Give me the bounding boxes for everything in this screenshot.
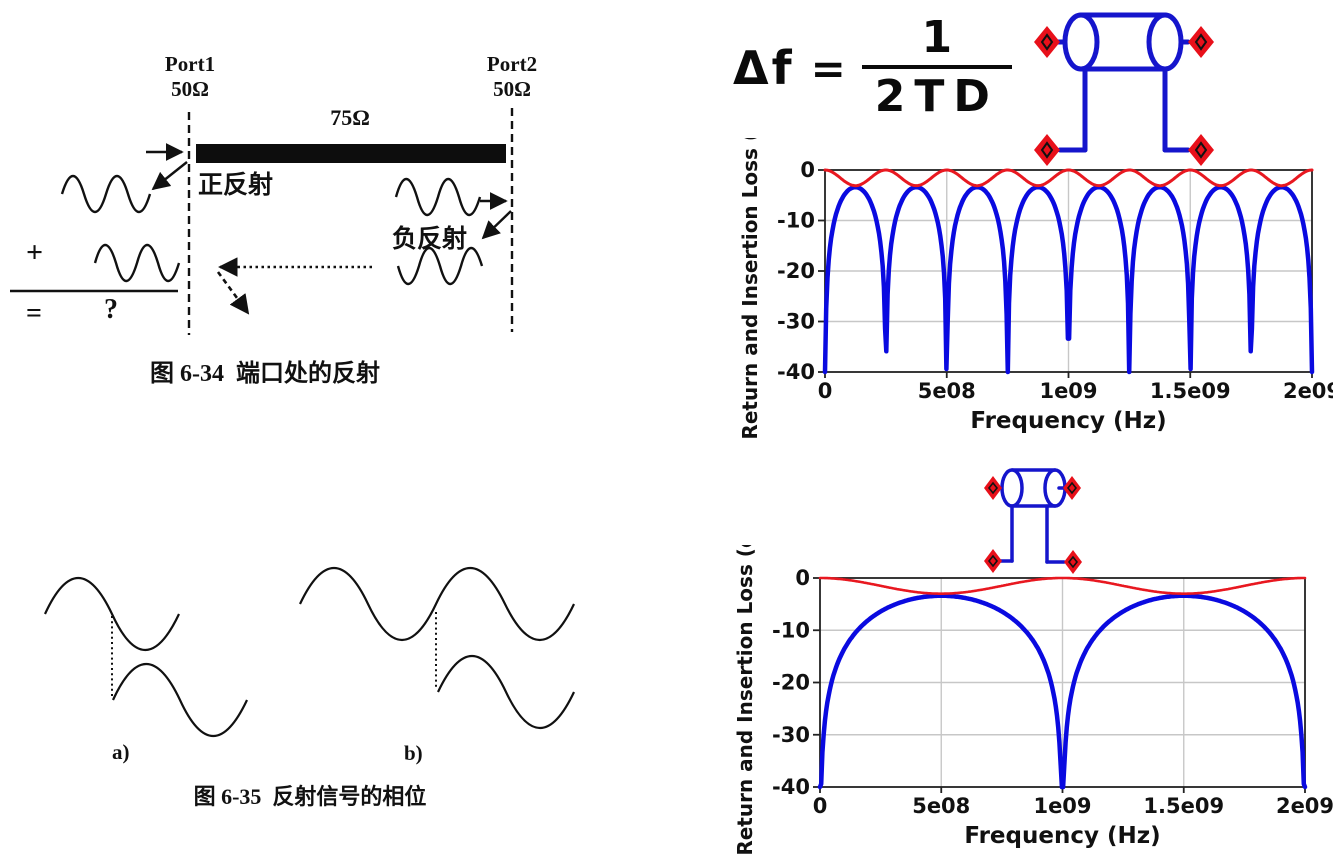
svg-text:5e08: 5e08	[918, 379, 976, 403]
svg-text:0: 0	[795, 566, 810, 590]
series-insertion-loss-S21	[823, 168, 1314, 188]
port-diamond-icons	[984, 476, 1082, 574]
subfigure-b-label: b)	[404, 741, 423, 765]
svg-text:1.5e09: 1.5e09	[1150, 379, 1231, 403]
svg-text:1e09: 1e09	[1039, 379, 1097, 403]
fig-6-35-caption: 图 6-35 反射信号的相位	[193, 784, 427, 809]
svg-text:0: 0	[800, 158, 815, 182]
svg-text:Frequency (Hz): Frequency (Hz)	[970, 408, 1166, 434]
series-return-loss-S11	[817, 593, 1308, 790]
formula-fraction: 1 2TD	[861, 12, 1012, 122]
svg-text:-30: -30	[772, 723, 810, 747]
svg-text:0: 0	[813, 794, 828, 818]
reflected-wave-port2	[396, 246, 484, 286]
svg-text:1.5e09: 1.5e09	[1143, 794, 1224, 818]
port1-label: Port1	[164, 52, 216, 76]
svg-text:-20: -20	[772, 671, 810, 695]
svg-text:-40: -40	[772, 775, 810, 799]
svg-text:Frequency (Hz): Frequency (Hz)	[964, 823, 1160, 849]
wave-b-incident	[299, 566, 575, 642]
return-insertion-loss-chart-long-line: 0 5e08 1e09 1.5e09 2e09 0 -10 -20 -30 -40 Frequenc…	[738, 138, 1333, 440]
re-reflection-dashed-arrow	[216, 271, 250, 315]
svg-text:-10: -10	[772, 618, 810, 642]
svg-text:2e09: 2e09	[1283, 379, 1333, 403]
transmission-line-bar	[196, 144, 506, 163]
transmission-line-symbol-bottom	[984, 468, 1082, 574]
incident-wave-sum-term	[93, 243, 181, 283]
port-diamond-icons	[1034, 26, 1214, 166]
svg-text:5e08: 5e08	[912, 794, 970, 818]
port2-label: Port2	[486, 52, 538, 76]
negative-reflection-label: 负反射	[392, 226, 468, 253]
reflection-arrow-port1	[151, 161, 188, 191]
svg-text:Return and Insertion Loss (dB): Return and Insertion Loss (dB)	[733, 545, 757, 856]
reflection-arrow-port2	[481, 210, 512, 240]
formula-numerator: 1	[921, 12, 953, 63]
svg-text:-40: -40	[777, 360, 815, 384]
subfigure-a-label: a)	[112, 740, 130, 764]
question-mark: ?	[104, 294, 118, 325]
svg-text:-20: -20	[777, 259, 815, 283]
fig-6-34-diagram-graphics	[10, 108, 514, 335]
delta-f-formula: Δf = 1 2TD	[733, 14, 1012, 122]
wave-a-incident	[44, 576, 180, 652]
reflected-wave-port1	[60, 174, 152, 214]
port1-impedance: 50Ω	[171, 77, 209, 101]
equals-sign: =	[26, 298, 42, 329]
fig-6-35-diagram-graphics	[44, 566, 575, 738]
line-impedance-label: 75Ω	[330, 105, 370, 130]
svg-text:0: 0	[818, 379, 833, 403]
transmission-line-symbol-top	[1034, 12, 1214, 166]
wave-a-reflected	[112, 662, 248, 738]
svg-text:Return and Insertion Loss (dB: Return and Insertion Loss (dB	[738, 138, 762, 440]
formula-denominator: 2TD	[874, 71, 999, 122]
plus-sign: +	[26, 236, 44, 269]
return-insertion-loss-chart-short-line: 0 5e08 1e09 1.5e09 2e09 0 -10 -20 -30 -40 Frequenc…	[733, 545, 1333, 856]
svg-text:2e09: 2e09	[1276, 794, 1333, 818]
svg-text:-30: -30	[777, 310, 815, 334]
svg-text:1e09: 1e09	[1033, 794, 1091, 818]
series-return-loss-S11	[822, 184, 1315, 375]
fraction-bar	[861, 65, 1012, 69]
port2-impedance: 50Ω	[493, 77, 531, 101]
formula-lhs: Δf	[733, 41, 795, 95]
formula-equals: =	[810, 43, 846, 93]
incident-wave-port2	[394, 177, 482, 217]
wave-b-reflected	[437, 654, 575, 730]
svg-text:-10: -10	[777, 209, 815, 233]
fig-6-34-caption: 图 6-34 端口处的反射	[150, 361, 380, 387]
series-insertion-loss-S21	[818, 576, 1307, 595]
positive-reflection-label: 正反射	[198, 172, 274, 199]
